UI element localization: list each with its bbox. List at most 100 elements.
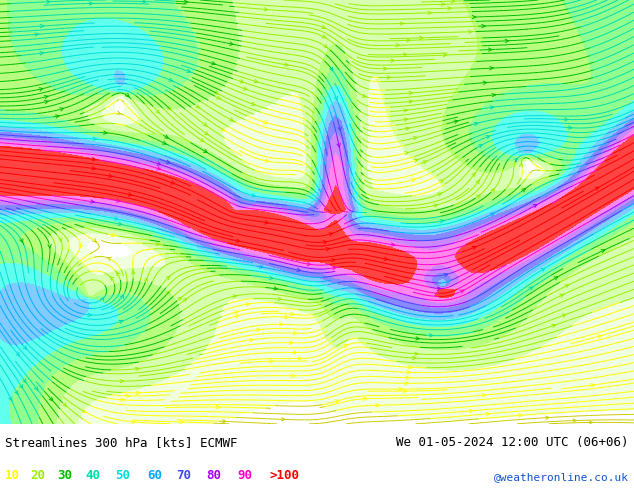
FancyArrowPatch shape [533, 204, 537, 208]
FancyArrowPatch shape [223, 419, 226, 423]
FancyArrowPatch shape [474, 122, 478, 125]
FancyArrowPatch shape [243, 87, 247, 90]
FancyArrowPatch shape [39, 88, 43, 91]
FancyArrowPatch shape [297, 268, 301, 271]
FancyArrowPatch shape [519, 414, 522, 417]
FancyArrowPatch shape [145, 278, 147, 282]
FancyArrowPatch shape [294, 351, 297, 354]
FancyArrowPatch shape [413, 137, 417, 140]
Text: We 01-05-2024 12:00 UTC (06+06): We 01-05-2024 12:00 UTC (06+06) [396, 436, 629, 449]
FancyArrowPatch shape [254, 79, 258, 83]
FancyArrowPatch shape [196, 105, 200, 108]
FancyArrowPatch shape [15, 391, 18, 394]
FancyArrowPatch shape [414, 159, 418, 162]
FancyArrowPatch shape [246, 302, 250, 306]
FancyArrowPatch shape [108, 174, 112, 177]
FancyArrowPatch shape [136, 391, 139, 394]
FancyArrowPatch shape [384, 257, 387, 261]
FancyArrowPatch shape [564, 118, 568, 121]
FancyArrowPatch shape [407, 370, 410, 374]
FancyArrowPatch shape [482, 393, 486, 397]
FancyArrowPatch shape [23, 346, 27, 349]
FancyArrowPatch shape [59, 238, 62, 242]
FancyArrowPatch shape [110, 277, 114, 280]
FancyArrowPatch shape [128, 193, 132, 196]
FancyArrowPatch shape [337, 144, 340, 147]
FancyArrowPatch shape [40, 51, 43, 55]
FancyArrowPatch shape [178, 297, 181, 300]
FancyArrowPatch shape [403, 53, 407, 56]
FancyArrowPatch shape [230, 42, 233, 45]
FancyArrowPatch shape [264, 8, 268, 11]
FancyArrowPatch shape [437, 193, 441, 196]
FancyArrowPatch shape [384, 67, 387, 71]
FancyArrowPatch shape [80, 244, 83, 248]
FancyArrowPatch shape [187, 69, 190, 73]
FancyArrowPatch shape [240, 80, 243, 83]
FancyArrowPatch shape [409, 366, 412, 369]
FancyArrowPatch shape [472, 173, 476, 176]
FancyArrowPatch shape [552, 324, 555, 327]
FancyArrowPatch shape [428, 11, 431, 15]
FancyArrowPatch shape [126, 394, 129, 397]
FancyArrowPatch shape [93, 239, 96, 242]
FancyArrowPatch shape [404, 382, 408, 385]
FancyArrowPatch shape [9, 397, 12, 401]
FancyArrowPatch shape [323, 241, 327, 244]
Text: 30: 30 [57, 469, 72, 482]
FancyArrowPatch shape [541, 268, 545, 271]
FancyArrowPatch shape [451, 0, 455, 3]
Text: 50: 50 [115, 469, 131, 482]
FancyArrowPatch shape [156, 110, 159, 113]
FancyArrowPatch shape [166, 160, 170, 163]
FancyArrowPatch shape [200, 138, 204, 142]
FancyArrowPatch shape [400, 22, 404, 25]
FancyArrowPatch shape [334, 97, 337, 100]
FancyArrowPatch shape [443, 53, 446, 57]
FancyArrowPatch shape [322, 35, 326, 38]
FancyArrowPatch shape [92, 167, 96, 170]
FancyArrowPatch shape [47, 0, 50, 3]
FancyArrowPatch shape [440, 220, 444, 223]
FancyArrowPatch shape [335, 400, 339, 403]
FancyArrowPatch shape [444, 273, 448, 277]
Text: 90: 90 [238, 469, 253, 482]
FancyArrowPatch shape [278, 297, 281, 301]
FancyArrowPatch shape [573, 419, 576, 422]
FancyArrowPatch shape [363, 397, 366, 400]
FancyArrowPatch shape [562, 314, 566, 317]
FancyArrowPatch shape [412, 356, 416, 360]
FancyArrowPatch shape [216, 405, 219, 409]
FancyArrowPatch shape [404, 118, 408, 122]
FancyArrowPatch shape [326, 247, 330, 251]
FancyArrowPatch shape [156, 243, 160, 246]
FancyArrowPatch shape [423, 161, 427, 164]
FancyArrowPatch shape [16, 352, 20, 356]
FancyArrowPatch shape [490, 106, 494, 109]
FancyArrowPatch shape [117, 111, 120, 114]
FancyArrowPatch shape [598, 335, 602, 338]
FancyArrowPatch shape [118, 222, 122, 225]
FancyArrowPatch shape [307, 262, 311, 266]
FancyArrowPatch shape [505, 39, 508, 43]
FancyArrowPatch shape [44, 96, 48, 98]
FancyArrowPatch shape [162, 141, 166, 144]
FancyArrowPatch shape [171, 181, 174, 184]
FancyArrowPatch shape [184, 0, 188, 3]
FancyArrowPatch shape [20, 385, 23, 388]
FancyArrowPatch shape [329, 233, 333, 236]
FancyArrowPatch shape [274, 287, 277, 290]
FancyArrowPatch shape [180, 420, 183, 423]
FancyArrowPatch shape [89, 2, 93, 5]
FancyArrowPatch shape [338, 127, 341, 130]
FancyArrowPatch shape [448, 6, 451, 10]
FancyArrowPatch shape [119, 320, 123, 323]
FancyArrowPatch shape [93, 137, 96, 141]
FancyArrowPatch shape [454, 120, 458, 123]
Text: 20: 20 [30, 469, 46, 482]
FancyArrowPatch shape [221, 128, 225, 131]
FancyArrowPatch shape [252, 194, 255, 197]
FancyArrowPatch shape [403, 390, 406, 393]
FancyArrowPatch shape [56, 115, 59, 118]
FancyArrowPatch shape [434, 204, 437, 207]
